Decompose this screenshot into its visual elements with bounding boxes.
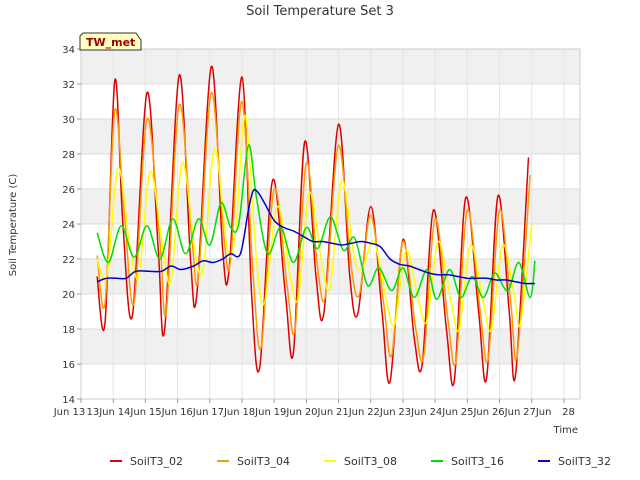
series-layer xyxy=(96,65,536,387)
x-tick-label: 18Jun xyxy=(242,407,270,418)
series-line-soilt3_32 xyxy=(96,188,535,285)
x-tick-label: 16Jun xyxy=(180,407,208,418)
axes: 14 16 18 20 22 24 26 28 30 32 34 Jun 13 13Jun 14Jun 15… xyxy=(53,45,581,418)
y-tick-label: 28 xyxy=(62,150,75,161)
station-badge-label: TW_met xyxy=(86,36,135,49)
x-tick-label: 14Jun xyxy=(118,407,146,418)
x-tick-label: 24Jun xyxy=(430,407,458,418)
x-axis-label: Time xyxy=(553,425,578,436)
x-tick-label: 17Jun xyxy=(211,407,239,418)
y-tick-label: 30 xyxy=(62,115,75,126)
legend-label: SoilT3_08 xyxy=(344,455,397,468)
x-tick-label: 25Jun xyxy=(461,407,489,418)
x-tick-label: 21Jun xyxy=(336,407,364,418)
series-line-soilt3_08 xyxy=(96,114,533,332)
y-tick-label: 26 xyxy=(62,185,75,196)
series-line-soilt3_16 xyxy=(96,144,536,301)
legend-label: SoilT3_04 xyxy=(237,455,290,468)
x-tick-label: 20Jun xyxy=(305,407,333,418)
legend-label: SoilT3_16 xyxy=(451,455,504,468)
y-tick-label: 34 xyxy=(62,45,75,56)
x-tick-label: 22Jun xyxy=(367,407,395,418)
grid-band xyxy=(81,119,580,154)
legend-item-soilt3_08: SoilT3_08 xyxy=(324,455,397,468)
x-tick-label: Jun 13 xyxy=(53,407,86,418)
chart-title: Soil Temperature Set 3 xyxy=(246,4,394,19)
legend-item-soilt3_04: SoilT3_04 xyxy=(217,455,290,468)
x-tick-label: 15Jun xyxy=(149,407,177,418)
x-tick-label: 26Jun xyxy=(492,407,520,418)
x-tick-label: 23Jun xyxy=(398,407,426,418)
legend-label: SoilT3_02 xyxy=(130,455,183,468)
legend-item-soilt3_32: SoilT3_32 xyxy=(538,455,611,468)
grid-band xyxy=(81,329,580,364)
legend-item-soilt3_02: SoilT3_02 xyxy=(110,455,183,468)
y-tick-label: 24 xyxy=(62,220,75,231)
x-tick-label: 28 xyxy=(562,407,575,418)
legend-label: SoilT3_32 xyxy=(558,455,611,468)
y-tick-label: 16 xyxy=(62,360,75,371)
y-axis-label: Soil Temperature (C) xyxy=(8,174,19,277)
x-tick-label: 19Jun xyxy=(274,407,302,418)
x-tick-label: 13Jun xyxy=(87,407,115,418)
y-tick-label: 32 xyxy=(62,80,75,91)
y-tick-label: 18 xyxy=(62,325,75,336)
x-tick-label: 27Jun xyxy=(523,407,551,418)
y-tick-label: 22 xyxy=(62,255,75,266)
station-badge: TW_met xyxy=(79,32,142,51)
grid-band xyxy=(81,49,580,84)
y-tick-label: 14 xyxy=(62,395,75,406)
station-badge-box xyxy=(79,32,142,51)
legend: SoilT3_02 SoilT3_04 SoilT3_08 SoilT3_16 Soil… xyxy=(110,455,611,468)
y-tick-label: 20 xyxy=(62,290,75,301)
legend-item-soilt3_16: SoilT3_16 xyxy=(431,455,504,468)
